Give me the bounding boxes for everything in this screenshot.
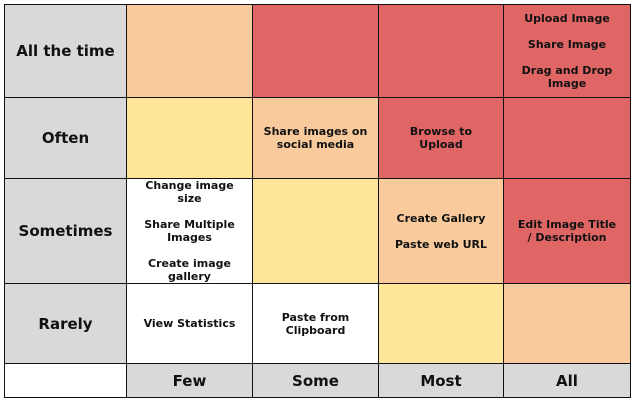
matrix-cell: Change image size Share Multiple Images Cr… [126, 178, 253, 284]
matrix-cell [503, 283, 631, 364]
matrix-cell: Edit Image Title / Description [503, 178, 631, 284]
frequency-audience-matrix: All the time Often Sometimes Rarely Few Some M… [4, 4, 631, 398]
matrix-cell: View Statistics [126, 283, 253, 364]
matrix-cell [252, 178, 379, 284]
column-header: All [503, 363, 631, 398]
feature-label: Browse to Upload [409, 125, 473, 151]
row-header: Often [4, 97, 127, 179]
row-header: Sometimes [4, 178, 127, 284]
feature-label: Share Image [527, 38, 607, 51]
matrix-cell: Upload Image Share Image Drag and Drop Ima… [503, 4, 631, 98]
row-header-label: Rarely [38, 314, 93, 333]
matrix-cell [378, 4, 504, 98]
feature-label: Change image size [145, 179, 234, 205]
matrix-cell [378, 283, 504, 364]
column-header-label: Few [172, 371, 207, 390]
column-header-label: All [556, 371, 578, 390]
column-header: Few [126, 363, 253, 398]
row-header-label: All the time [16, 42, 115, 60]
column-header-label: Some [292, 371, 339, 390]
column-header-label: Most [420, 371, 462, 390]
matrix-cell: Paste from Clipboard [252, 283, 379, 364]
feature-label: Share Multiple Images [144, 218, 235, 244]
feature-label: Edit Image Title / Description [517, 218, 617, 244]
matrix-cell: Browse to Upload [378, 97, 504, 179]
matrix-cell [503, 97, 631, 179]
feature-label: Drag and Drop Image [521, 64, 613, 90]
matrix-cell [126, 97, 253, 179]
column-header: Most [378, 363, 504, 398]
feature-label: View Statistics [143, 317, 236, 330]
matrix-cell [126, 4, 253, 98]
matrix-cell [252, 4, 379, 98]
feature-label: Share images on social media [263, 125, 368, 151]
row-header-label: Often [41, 129, 90, 147]
column-header: Some [252, 363, 379, 398]
feature-label: Paste from Clipboard [281, 310, 350, 337]
feature-label: Create Gallery [396, 211, 486, 225]
corner-cell [4, 363, 127, 398]
matrix-cell: Create Gallery Paste web URL [378, 178, 504, 284]
row-header: All the time [4, 4, 127, 98]
row-header: Rarely [4, 283, 127, 364]
matrix-cell: Share images on social media [252, 97, 379, 179]
feature-label: Create image gallery [148, 257, 231, 283]
row-header-label: Sometimes [18, 222, 113, 240]
feature-label: Paste web URL [394, 237, 488, 251]
feature-label: Upload Image [524, 12, 610, 25]
